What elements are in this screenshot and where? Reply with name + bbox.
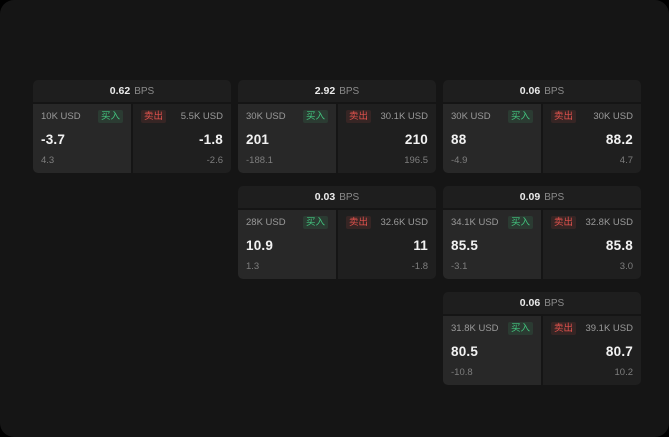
sell-size: 30.1K USD [380, 111, 428, 123]
bps-header: 0.62 BPS [33, 80, 231, 102]
buy-panel[interactable]: 34.1K USD 买入 85.5 -3.1 [443, 210, 541, 279]
sell-size: 39.1K USD [585, 323, 633, 335]
sell-panel[interactable]: 卖出 30K USD 88.2 4.7 [543, 104, 641, 173]
buy-price: 88 [451, 131, 467, 147]
bps-label: BPS [134, 85, 155, 97]
sell-sub-value: -2.6 [206, 154, 223, 166]
bps-header: 0.03 BPS [238, 186, 436, 208]
quote-card-body: 34.1K USD 买入 85.5 -3.1 卖出 32.8K USD 85.8… [443, 210, 641, 279]
sell-badge[interactable]: 卖出 [551, 322, 577, 336]
buy-sub-value: -4.9 [451, 154, 468, 166]
bps-label: BPS [339, 191, 360, 203]
buy-price: 85.5 [451, 237, 479, 253]
sell-price: -1.8 [198, 131, 223, 147]
sell-badge[interactable]: 卖出 [346, 216, 372, 230]
buy-sub-value: -188.1 [246, 154, 273, 166]
sell-badge[interactable]: 卖出 [551, 216, 577, 230]
buy-size: 30K USD [451, 111, 491, 123]
buy-size: 34.1K USD [451, 217, 499, 229]
bps-value: 0.03 [314, 191, 336, 203]
bps-header: 0.06 BPS [443, 292, 641, 314]
sell-badge[interactable]: 卖出 [141, 110, 167, 124]
buy-price: -3.7 [41, 131, 66, 147]
sell-price: 11 [413, 237, 428, 253]
quote-card[interactable]: 0.09 BPS 34.1K USD 买入 85.5 -3.1 卖出 32.8K… [443, 186, 641, 279]
buy-badge[interactable]: 买入 [97, 110, 123, 124]
quote-card-grid: 0.62 BPS 10K USD 买入 -3.7 4.3 卖出 5.5K USD [33, 80, 641, 385]
sell-sub-value: 196.5 [404, 154, 428, 166]
sell-badge[interactable]: 卖出 [551, 110, 577, 124]
bps-label: BPS [544, 191, 565, 203]
buy-sub-value: -3.1 [451, 260, 468, 272]
bps-value: 0.06 [519, 85, 541, 97]
buy-panel[interactable]: 30K USD 买入 201 -188.1 [238, 104, 336, 173]
buy-panel[interactable]: 31.8K USD 买入 80.5 -10.8 [443, 316, 541, 385]
sell-panel[interactable]: 卖出 32.6K USD 11 -1.8 [338, 210, 436, 279]
buy-sub-value: 1.3 [246, 260, 260, 272]
buy-badge[interactable]: 买入 [507, 322, 533, 336]
sell-sub-value: 4.7 [619, 154, 633, 166]
bps-value: 2.92 [314, 85, 336, 97]
sell-size: 5.5K USD [180, 111, 223, 123]
buy-size: 30K USD [246, 111, 286, 123]
buy-panel[interactable]: 30K USD 买入 88 -4.9 [443, 104, 541, 173]
quote-card-body: 30K USD 买入 88 -4.9 卖出 30K USD 88.2 4.7 [443, 104, 641, 173]
buy-panel[interactable]: 10K USD 买入 -3.7 4.3 [33, 104, 131, 173]
buy-size: 10K USD [41, 111, 81, 123]
sell-price: 85.8 [605, 237, 633, 253]
quote-card[interactable]: 0.03 BPS 28K USD 买入 10.9 1.3 卖出 32.6K US… [238, 186, 436, 279]
sell-badge[interactable]: 卖出 [346, 110, 372, 124]
buy-badge[interactable]: 买入 [302, 216, 328, 230]
buy-panel[interactable]: 28K USD 买入 10.9 1.3 [238, 210, 336, 279]
sell-price: 210 [404, 131, 428, 147]
quote-card[interactable]: 2.92 BPS 30K USD 买入 201 -188.1 卖出 30.1K … [238, 80, 436, 173]
buy-badge[interactable]: 买入 [507, 110, 533, 124]
bps-header: 2.92 BPS [238, 80, 436, 102]
quote-card[interactable]: 0.06 BPS 31.8K USD 买入 80.5 -10.8 卖出 39.1… [443, 292, 641, 385]
quote-card[interactable]: 0.06 BPS 30K USD 买入 88 -4.9 卖出 30K USD [443, 80, 641, 173]
buy-badge[interactable]: 买入 [507, 216, 533, 230]
sell-price: 88.2 [605, 131, 633, 147]
sell-size: 30K USD [593, 111, 633, 123]
sell-size: 32.8K USD [585, 217, 633, 229]
sell-panel[interactable]: 卖出 39.1K USD 80.7 10.2 [543, 316, 641, 385]
buy-sub-value: 4.3 [41, 154, 55, 166]
sell-sub-value: -1.8 [411, 260, 428, 272]
bps-value: 0.62 [109, 85, 131, 97]
buy-price: 80.5 [451, 343, 479, 359]
buy-price: 201 [246, 131, 270, 147]
sell-panel[interactable]: 卖出 32.8K USD 85.8 3.0 [543, 210, 641, 279]
sell-panel[interactable]: 卖出 5.5K USD -1.8 -2.6 [133, 104, 231, 173]
sell-sub-value: 10.2 [614, 366, 634, 378]
buy-badge[interactable]: 买入 [302, 110, 328, 124]
quote-card-body: 10K USD 买入 -3.7 4.3 卖出 5.5K USD -1.8 -2.… [33, 104, 231, 173]
sell-size: 32.6K USD [380, 217, 428, 229]
bps-header: 0.09 BPS [443, 186, 641, 208]
bps-value: 0.09 [519, 191, 541, 203]
buy-size: 31.8K USD [451, 323, 499, 335]
buy-sub-value: -10.8 [451, 366, 473, 378]
buy-price: 10.9 [246, 237, 274, 253]
sell-panel[interactable]: 卖出 30.1K USD 210 196.5 [338, 104, 436, 173]
sell-price: 80.7 [605, 343, 633, 359]
quote-card-body: 30K USD 买入 201 -188.1 卖出 30.1K USD 210 1… [238, 104, 436, 173]
bps-label: BPS [544, 297, 565, 309]
bps-value: 0.06 [519, 297, 541, 309]
bps-label: BPS [544, 85, 565, 97]
bps-label: BPS [339, 85, 360, 97]
buy-size: 28K USD [246, 217, 286, 229]
quote-card-body: 28K USD 买入 10.9 1.3 卖出 32.6K USD 11 -1.8 [238, 210, 436, 279]
sell-sub-value: 3.0 [619, 260, 633, 272]
quote-card-body: 31.8K USD 买入 80.5 -10.8 卖出 39.1K USD 80.… [443, 316, 641, 385]
bps-header: 0.06 BPS [443, 80, 641, 102]
quote-card[interactable]: 0.62 BPS 10K USD 买入 -3.7 4.3 卖出 5.5K USD [33, 80, 231, 173]
